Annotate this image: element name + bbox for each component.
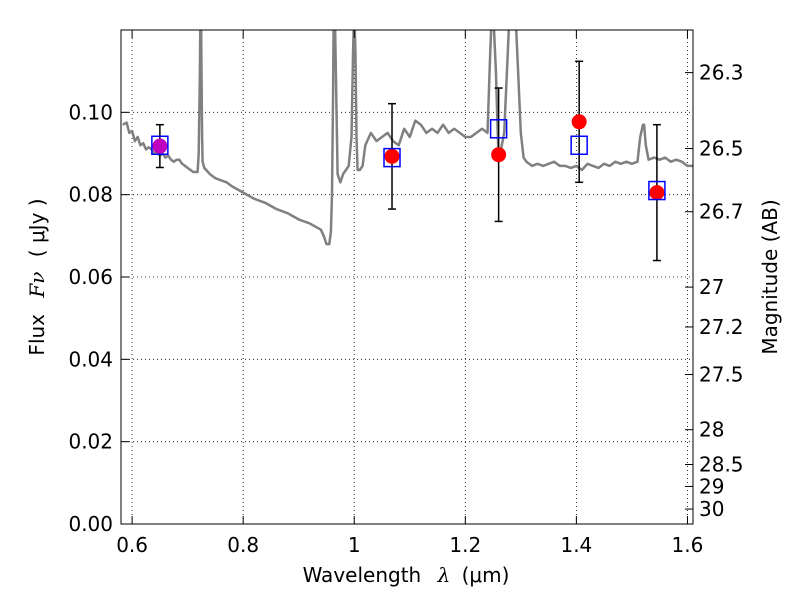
model-point [648,180,666,201]
model-point [383,147,401,168]
mag-tick-label: 27.2 [699,315,744,339]
x-axis-unit: (μm) [462,563,510,587]
y-axis-symbol: Fν [25,272,49,299]
y-tick-label: 0.00 [68,512,113,536]
spectrum-line [122,30,693,246]
model-point [151,135,169,156]
model-point [570,135,588,156]
observed-point [571,114,587,130]
x-axis-label: Wavelength [303,563,422,587]
y2-axis-title: Magnitude (AB) [758,199,782,354]
y-tick-label: 0.06 [68,265,113,289]
mag-tick-label: 26.5 [699,137,744,161]
x-tick-label: 0.6 [116,533,148,557]
points-layer [151,60,666,262]
y-tick-label: 0.02 [68,430,113,454]
model-point [489,119,508,139]
y-axis-title: Flux Fν ( μJy ) [25,198,49,355]
x-axis-symbol: λ [437,563,451,587]
ticks: 0.6 0.8 1 1.2 1.4 1.6 0.00 0.02 0.04 0.06 0.08 0.10… [68,30,744,557]
y-tick-label: 0.08 [68,183,113,207]
x-tick-label: 1.4 [560,533,592,557]
mag-tick-label: 27 [699,275,724,299]
y-axis-unit: ( μJy ) [25,198,49,257]
x-axis-title: Wavelength λ (μm) [303,563,510,587]
plot-frame [120,29,694,525]
mag-tick-label: 30 [699,497,724,521]
mag-tick-label: 26.3 [699,61,744,85]
mag-tick-label: 28.5 [699,452,744,476]
mag-tick-label: 26.7 [699,200,744,224]
y-tick-label: 0.04 [68,347,113,371]
spectrum-layer [122,30,693,246]
mag-tick-label: 29 [699,474,724,498]
observed-point-overlap [152,138,168,154]
grid [121,30,693,525]
y-axis-label: Flux [25,314,49,356]
x-tick-label: 0.8 [227,533,259,557]
x-tick-label: 1 [348,533,361,557]
x-tick-label: 1.2 [449,533,481,557]
observed-point [384,148,400,164]
observed-point [491,147,507,163]
mag-tick-label: 27.5 [699,363,744,387]
mag-tick-label: 28 [699,418,724,442]
y-tick-label: 0.10 [68,100,113,124]
observed-point [649,185,665,201]
x-tick-label: 1.6 [672,533,704,557]
